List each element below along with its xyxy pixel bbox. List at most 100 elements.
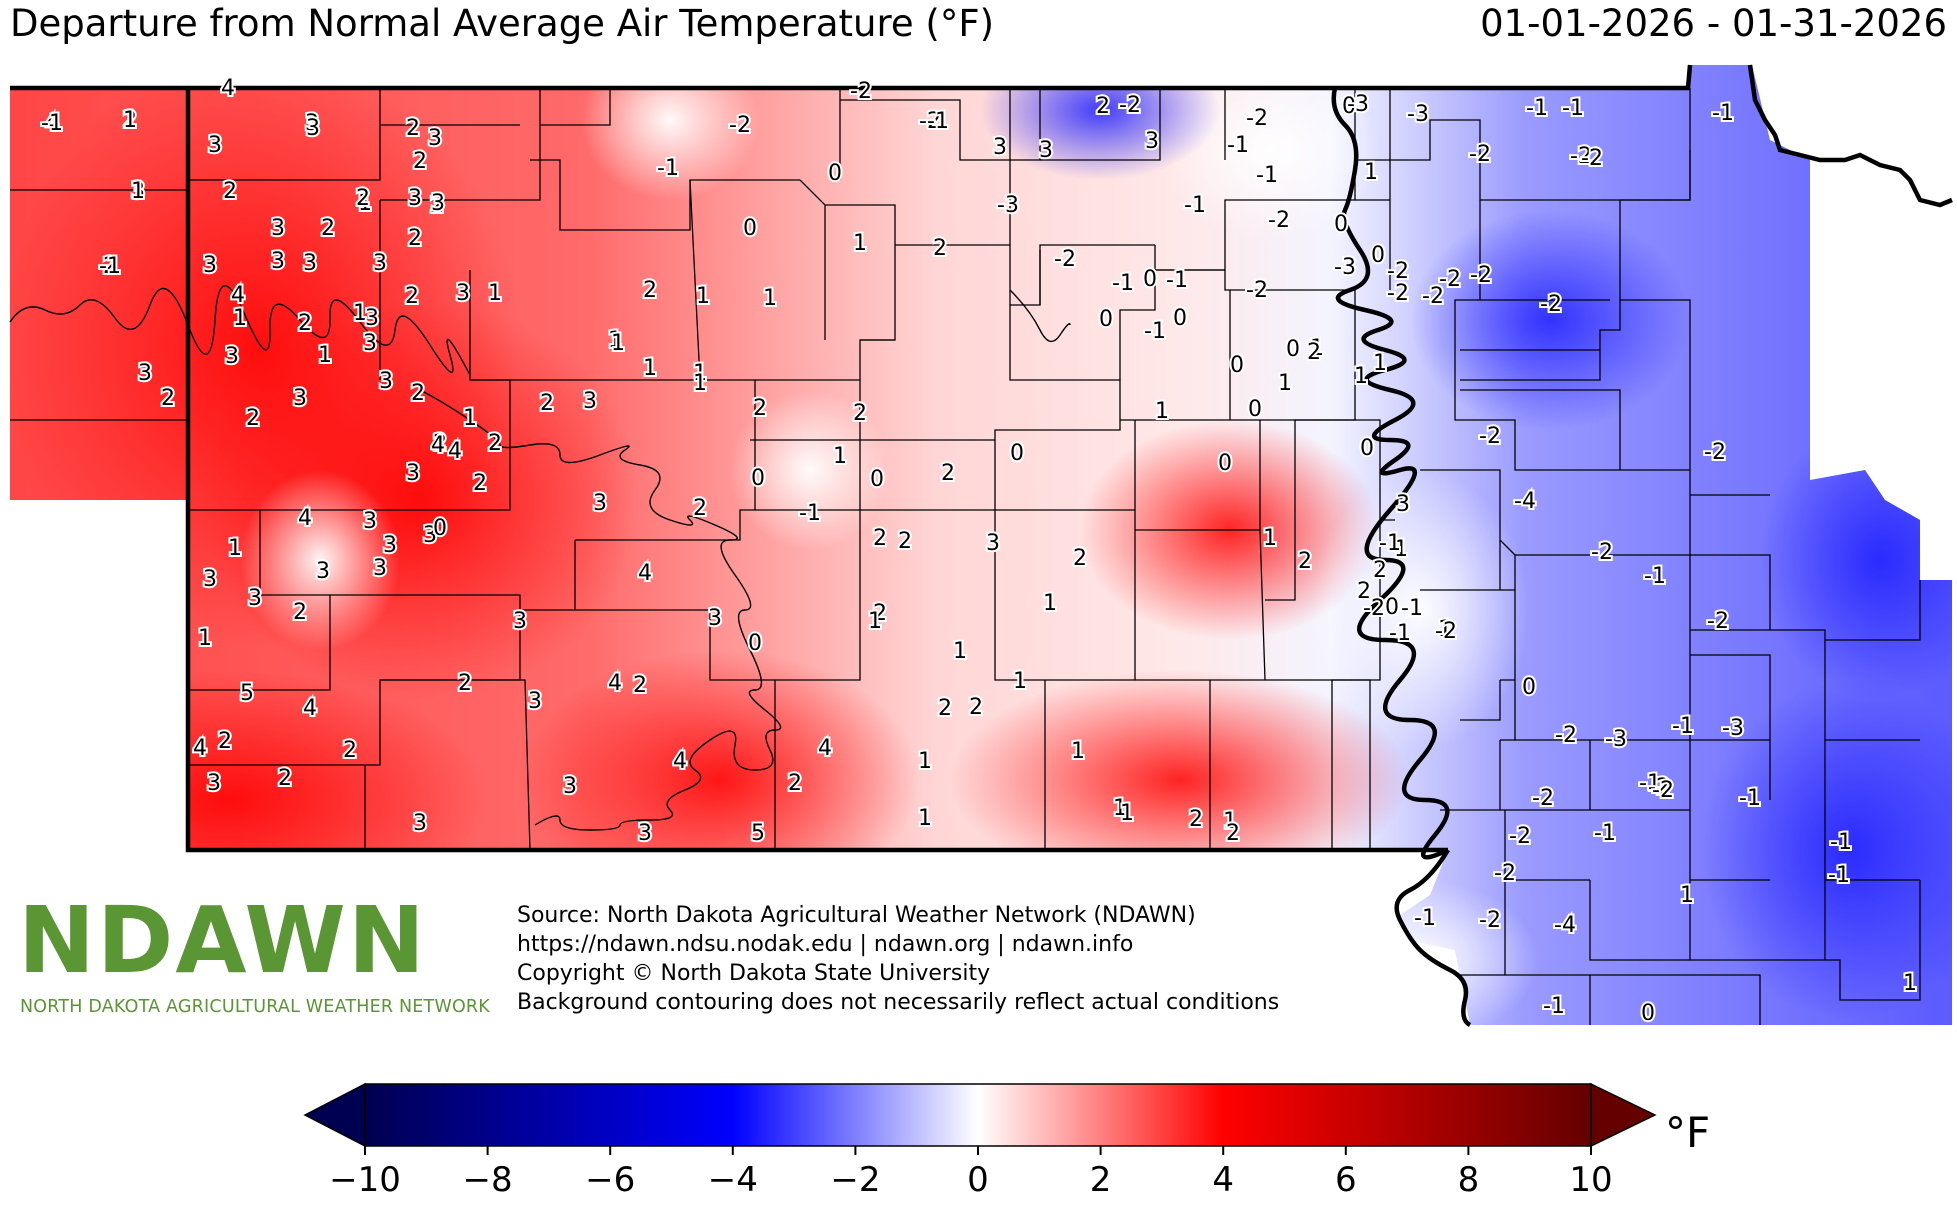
station-value-label: 1 [1680, 883, 1694, 908]
station-value-label: 3 [379, 369, 393, 394]
station-value-label: -2 [1268, 208, 1290, 233]
station-value-label: 3 [993, 135, 1007, 160]
station-value-label: 2 [161, 386, 175, 411]
logo-wordmark: NDAWN [18, 887, 427, 994]
station-value-label: 0 [1385, 595, 1399, 620]
station-value-label: 3 [1145, 129, 1159, 154]
station-value-label: 2 [223, 179, 237, 204]
station-value-label: 0 [1360, 436, 1374, 461]
station-value-label: 2 [933, 236, 947, 261]
station-value-label: 2 [246, 406, 260, 431]
station-value-label: 2 [278, 766, 292, 791]
station-value-label: 2 [633, 673, 647, 698]
station-value-label: 2 [430, 193, 444, 218]
station-value-label: 1 [693, 361, 707, 386]
station-value-label: 1 [463, 406, 477, 431]
station-value-label: 3 [293, 386, 307, 411]
station-value-label: 1 [833, 444, 847, 469]
station-value-label: 2 [788, 771, 802, 796]
station-value-label: -1 [1184, 193, 1206, 218]
credit-line-copyright: Copyright © North Dakota State Universit… [517, 961, 991, 986]
station-value-label: -1 [1414, 906, 1436, 931]
station-value-label: 2 [1189, 807, 1203, 832]
station-value-label: 2 [1357, 579, 1371, 604]
station-value-label: -2 [1570, 144, 1592, 169]
credit-line-urls: https://ndawn.ndsu.nodak.edu | ndawn.org… [517, 932, 1134, 957]
station-value-label: 3 [303, 251, 317, 276]
station-value-label: -1 [1644, 564, 1666, 589]
station-value-label: -1 [1828, 863, 1850, 888]
station-value-label: 3 [1039, 138, 1053, 163]
station-value-label: -2 [1054, 247, 1076, 272]
station-value-label: 1 [233, 306, 247, 331]
station-value-label: -2 [1469, 142, 1491, 167]
station-value-label: 0 [1641, 1001, 1655, 1026]
station-value-label: -2 [1470, 263, 1492, 288]
station-value-label: 2 [853, 401, 867, 426]
station-value-label: 4 [193, 736, 207, 761]
station-value-label: 1 [1373, 351, 1387, 376]
station-value-label: -1 [799, 501, 821, 526]
station-value-label: 3 [986, 531, 1000, 556]
station-value-label: -4 [1514, 489, 1536, 514]
colorbar [303, 1082, 1657, 1155]
station-value-label: -1 [1712, 101, 1734, 126]
colorbar-unit: °F [1665, 1108, 1711, 1157]
station-value-label: 1 [763, 286, 777, 311]
station-value-label: 1 [1354, 364, 1368, 389]
colorbar-tick-label: 0 [967, 1160, 989, 1200]
station-value-label: -1 [1830, 830, 1852, 855]
station-value-label: 1 [358, 191, 372, 216]
station-value-label: 3 [138, 361, 152, 386]
station-value-label: -2 [1119, 93, 1141, 118]
station-value-label: 0 [1342, 94, 1356, 119]
station-value-label: 0 [751, 466, 765, 491]
station-value-label: -1 [1389, 621, 1411, 646]
station-value-label: 2 [103, 254, 117, 279]
station-value-label: -1 [1739, 786, 1761, 811]
station-value-label: 1 [1903, 971, 1917, 996]
station-value-label: 1 [1278, 371, 1292, 396]
station-value-label: 4 [448, 439, 462, 464]
station-value-label: 1 [918, 749, 932, 774]
station-value-label: -2 [1422, 284, 1444, 309]
station-value-label: 0 [1248, 397, 1262, 422]
station-value-label: 4 [673, 749, 687, 774]
station-value-label: 2 [1373, 558, 1387, 583]
station-value-label: 1 [1223, 809, 1237, 834]
station-value-label: 0 [433, 516, 447, 541]
station-value-label: 1 [1394, 537, 1408, 562]
station-value-label: 1 [123, 108, 137, 133]
station-value-label: 1 [853, 231, 867, 256]
temperature-departure-map: 4 232324323343321313321232312232332323223… [9, 64, 1953, 1028]
station-value-label: -1 [1227, 133, 1249, 158]
station-value-label: 2 [1307, 340, 1321, 365]
colorbar-tick-label: 6 [1334, 1160, 1357, 1200]
station-value-label: -2 [1439, 267, 1461, 292]
station-value-label: -2 [1532, 786, 1554, 811]
station-value-label: 2 [408, 226, 422, 251]
station-value-label: 3 [593, 491, 607, 516]
station-value-label: -2 [729, 113, 751, 138]
station-value-label: -1 [1639, 771, 1661, 796]
station-value-label: 2 [411, 381, 425, 406]
station-value-label: 3 [528, 689, 542, 714]
station-value-label: -3 [1347, 92, 1369, 117]
station-value-label: 2 [941, 461, 955, 486]
station-value-label: 2 [405, 284, 419, 309]
station-value-label: 1 [131, 179, 145, 204]
station-value-label: 3 [563, 774, 577, 799]
station-value-label: 1 [1071, 739, 1085, 764]
station-value-label: 1 [868, 609, 882, 634]
station-value-label: 0 [1099, 307, 1113, 332]
station-value-label: 1 [696, 284, 710, 309]
station-value-label: 2 [433, 431, 447, 456]
station-value-label: 3 [406, 461, 420, 486]
station-value-label: 3 [513, 609, 527, 634]
station-value-label: 3 [363, 331, 377, 356]
colorbar-tick-label: −4 [707, 1160, 758, 1200]
station-value-label: 0 [1218, 451, 1232, 476]
logo-tagline: NORTH DAKOTA AGRICULTURAL WEATHER NETWOR… [20, 997, 490, 1017]
station-value-label: 2 [753, 396, 767, 421]
station-value-label: 1 [611, 331, 625, 356]
